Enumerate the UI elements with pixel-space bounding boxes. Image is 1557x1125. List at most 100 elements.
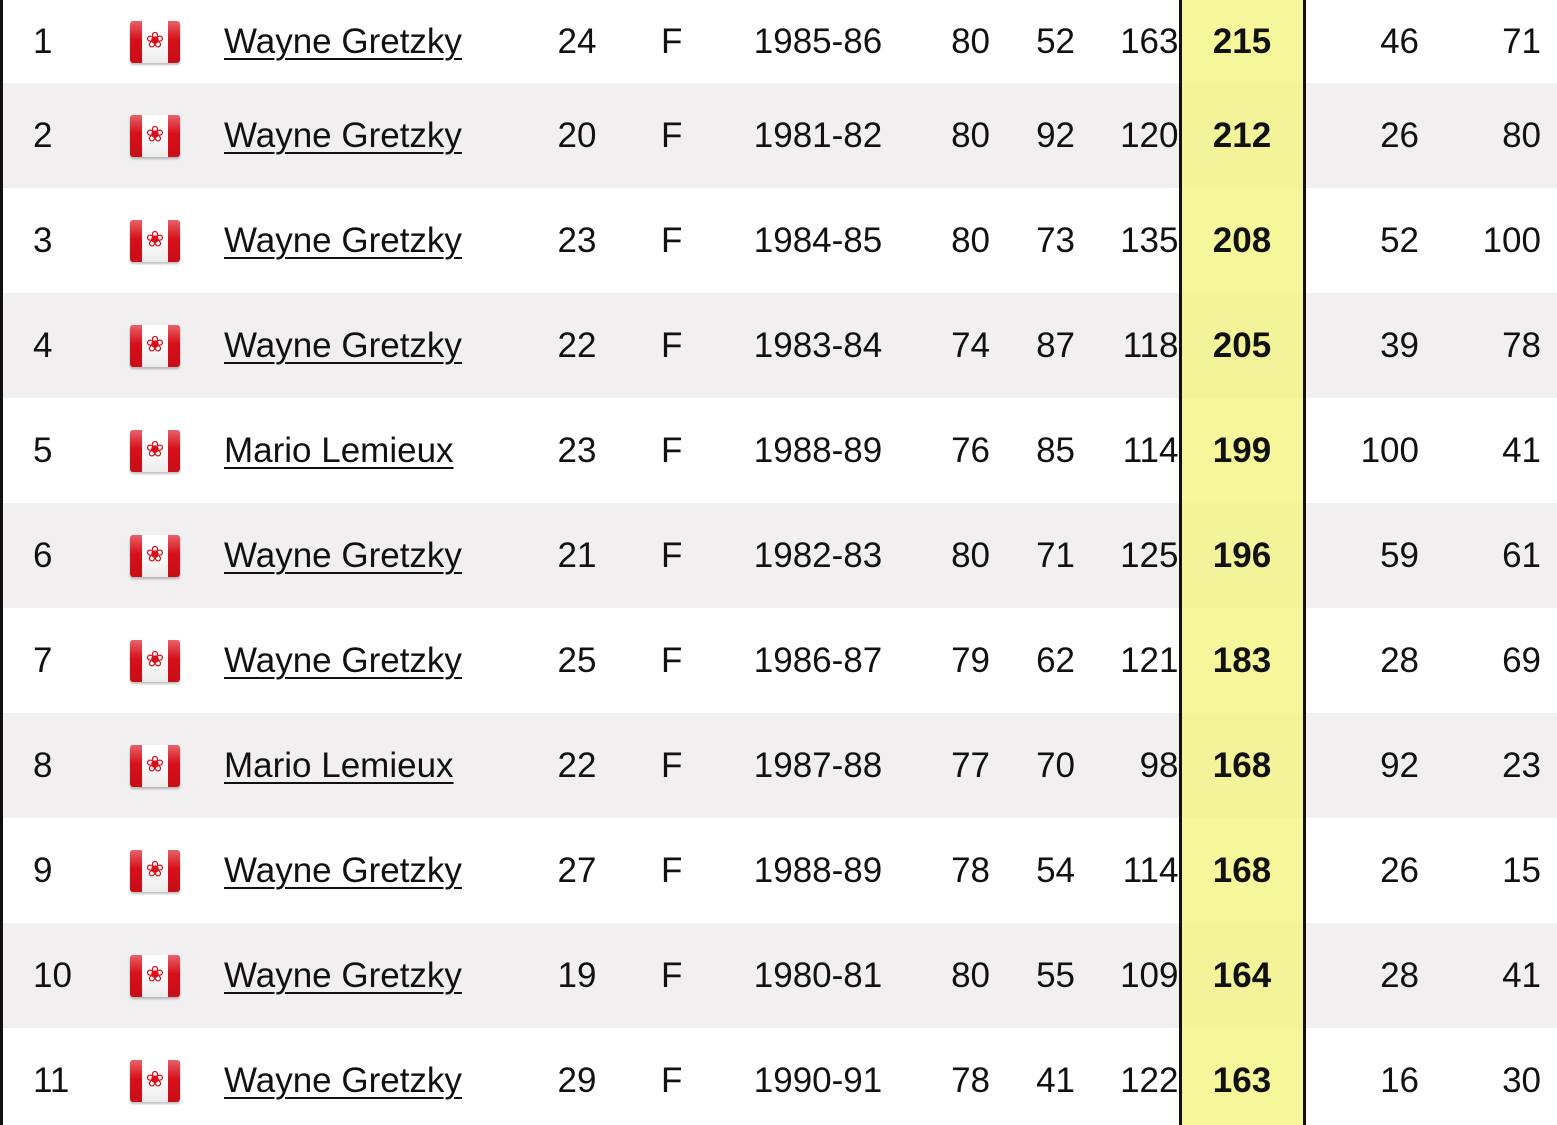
- penalty-minutes-cell: 41: [1502, 955, 1541, 995]
- position-cell: F: [661, 535, 683, 575]
- maple-leaf-icon: ❀: [145, 1067, 165, 1093]
- penalty-minutes-cell: 23: [1502, 745, 1541, 785]
- goals-cell: 62: [1036, 640, 1075, 680]
- age-cell: 24: [557, 21, 597, 61]
- canada-flag-icon: ❀: [130, 849, 180, 892]
- canada-flag-icon: ❀: [130, 20, 180, 63]
- points-cell: 183: [1178, 608, 1306, 713]
- plus-minus-cell: 28: [1380, 640, 1419, 680]
- penalty-minutes-cell: 30: [1502, 1060, 1541, 1100]
- age-cell: 22: [557, 325, 597, 365]
- player-link[interactable]: Wayne Gretzky: [224, 535, 462, 575]
- penalty-minutes-cell: 100: [1482, 220, 1541, 260]
- canada-flag-icon: ❀: [130, 639, 180, 682]
- assists-cell: 163: [1120, 21, 1179, 61]
- goals-cell: 87: [1036, 325, 1075, 365]
- maple-leaf-icon: ❀: [145, 752, 165, 778]
- goals-cell: 55: [1036, 955, 1075, 995]
- canada-flag-icon: ❀: [130, 744, 180, 787]
- canada-flag-icon: ❀: [130, 429, 180, 472]
- points-cell: 168: [1178, 818, 1306, 923]
- player-name-cell: Wayne Gretzky: [224, 818, 529, 923]
- season-points-table: 1 ❀ Wayne Gretzky 24 F 1985-86 80 52 163 215 46 71 2…: [3, 0, 1557, 1125]
- games-played-cell: 80: [951, 115, 990, 155]
- assists-cell: 118: [1122, 325, 1179, 365]
- player-link[interactable]: Mario Lemieux: [224, 430, 454, 470]
- points-cell: 208: [1178, 188, 1306, 293]
- table-row: 9 ❀ Wayne Gretzky 27 F 1988-89 78 54 114 168 26 15: [3, 818, 1557, 923]
- player-link[interactable]: Mario Lemieux: [224, 745, 454, 785]
- player-link[interactable]: Wayne Gretzky: [224, 220, 462, 260]
- player-link[interactable]: Wayne Gretzky: [224, 21, 462, 61]
- plus-minus-cell: 26: [1380, 115, 1419, 155]
- season-cell: 1981-82: [753, 115, 883, 155]
- penalty-minutes-cell: 80: [1502, 115, 1541, 155]
- season-cell: 1982-83: [753, 535, 883, 575]
- table-row: 5 ❀ Mario Lemieux 23 F 1988-89 76 85 114 199 100 41: [3, 398, 1557, 503]
- player-link[interactable]: Wayne Gretzky: [224, 115, 462, 155]
- player-link[interactable]: Wayne Gretzky: [224, 850, 462, 890]
- games-played-cell: 76: [951, 430, 990, 470]
- points-cell: 215: [1178, 0, 1306, 83]
- position-cell: F: [661, 1060, 683, 1100]
- player-link[interactable]: Wayne Gretzky: [224, 1060, 462, 1100]
- points-cell: 163: [1178, 1028, 1306, 1125]
- games-played-cell: 80: [951, 955, 990, 995]
- season-cell: 1983-84: [753, 325, 883, 365]
- goals-cell: 85: [1036, 430, 1075, 470]
- nationality-cell: ❀: [128, 83, 224, 188]
- position-cell: F: [661, 220, 683, 260]
- season-cell: 1990-91: [753, 1060, 883, 1100]
- table-row: 7 ❀ Wayne Gretzky 25 F 1986-87 79 62 121 183 28 69: [3, 608, 1557, 713]
- table-row: 4 ❀ Wayne Gretzky 22 F 1983-84 74 87 118 205 39 78: [3, 293, 1557, 398]
- age-cell: 29: [557, 1060, 597, 1100]
- age-cell: 23: [557, 220, 597, 260]
- rank-cell: 10: [33, 955, 72, 995]
- player-link[interactable]: Wayne Gretzky: [224, 640, 462, 680]
- position-cell: F: [661, 955, 683, 995]
- player-link[interactable]: Wayne Gretzky: [224, 955, 462, 995]
- player-name-cell: Wayne Gretzky: [224, 1028, 529, 1125]
- assists-cell: 114: [1122, 430, 1179, 470]
- games-played-cell: 77: [951, 745, 990, 785]
- assists-cell: 121: [1120, 640, 1179, 680]
- season-cell: 1988-89: [753, 850, 883, 890]
- penalty-minutes-cell: 78: [1502, 325, 1541, 365]
- games-played-cell: 80: [951, 220, 990, 260]
- penalty-minutes-cell: 41: [1502, 430, 1541, 470]
- canada-flag-icon: ❀: [130, 324, 180, 367]
- age-cell: 27: [557, 850, 597, 890]
- player-link[interactable]: Wayne Gretzky: [224, 325, 462, 365]
- position-cell: F: [661, 850, 683, 890]
- player-name-cell: Wayne Gretzky: [224, 923, 529, 1028]
- nationality-cell: ❀: [128, 818, 224, 923]
- player-name-cell: Wayne Gretzky: [224, 0, 529, 83]
- nationality-cell: ❀: [128, 398, 224, 503]
- canada-flag-icon: ❀: [130, 1059, 180, 1102]
- goals-cell: 70: [1036, 745, 1075, 785]
- maple-leaf-icon: ❀: [145, 332, 165, 358]
- penalty-minutes-cell: 15: [1502, 850, 1541, 890]
- canada-flag-icon: ❀: [130, 954, 180, 997]
- season-cell: 1985-86: [753, 21, 883, 61]
- penalty-minutes-cell: 71: [1502, 21, 1541, 61]
- goals-cell: 73: [1036, 220, 1075, 260]
- table-row: 3 ❀ Wayne Gretzky 23 F 1984-85 80 73 135 208 52 100: [3, 188, 1557, 293]
- age-cell: 25: [557, 640, 597, 680]
- player-name-cell: Wayne Gretzky: [224, 503, 529, 608]
- nationality-cell: ❀: [128, 293, 224, 398]
- rank-cell: 5: [33, 430, 53, 470]
- nationality-cell: ❀: [128, 608, 224, 713]
- points-cell: 168: [1178, 713, 1306, 818]
- table-row: 6 ❀ Wayne Gretzky 21 F 1982-83 80 71 125 196 59 61: [3, 503, 1557, 608]
- plus-minus-cell: 28: [1380, 955, 1419, 995]
- penalty-minutes-cell: 69: [1502, 640, 1541, 680]
- position-cell: F: [661, 21, 683, 61]
- assists-cell: 98: [1139, 745, 1179, 785]
- games-played-cell: 79: [951, 640, 990, 680]
- player-name-cell: Mario Lemieux: [224, 713, 529, 818]
- rank-cell: 1: [33, 21, 53, 61]
- plus-minus-cell: 16: [1380, 1060, 1419, 1100]
- season-cell: 1986-87: [753, 640, 883, 680]
